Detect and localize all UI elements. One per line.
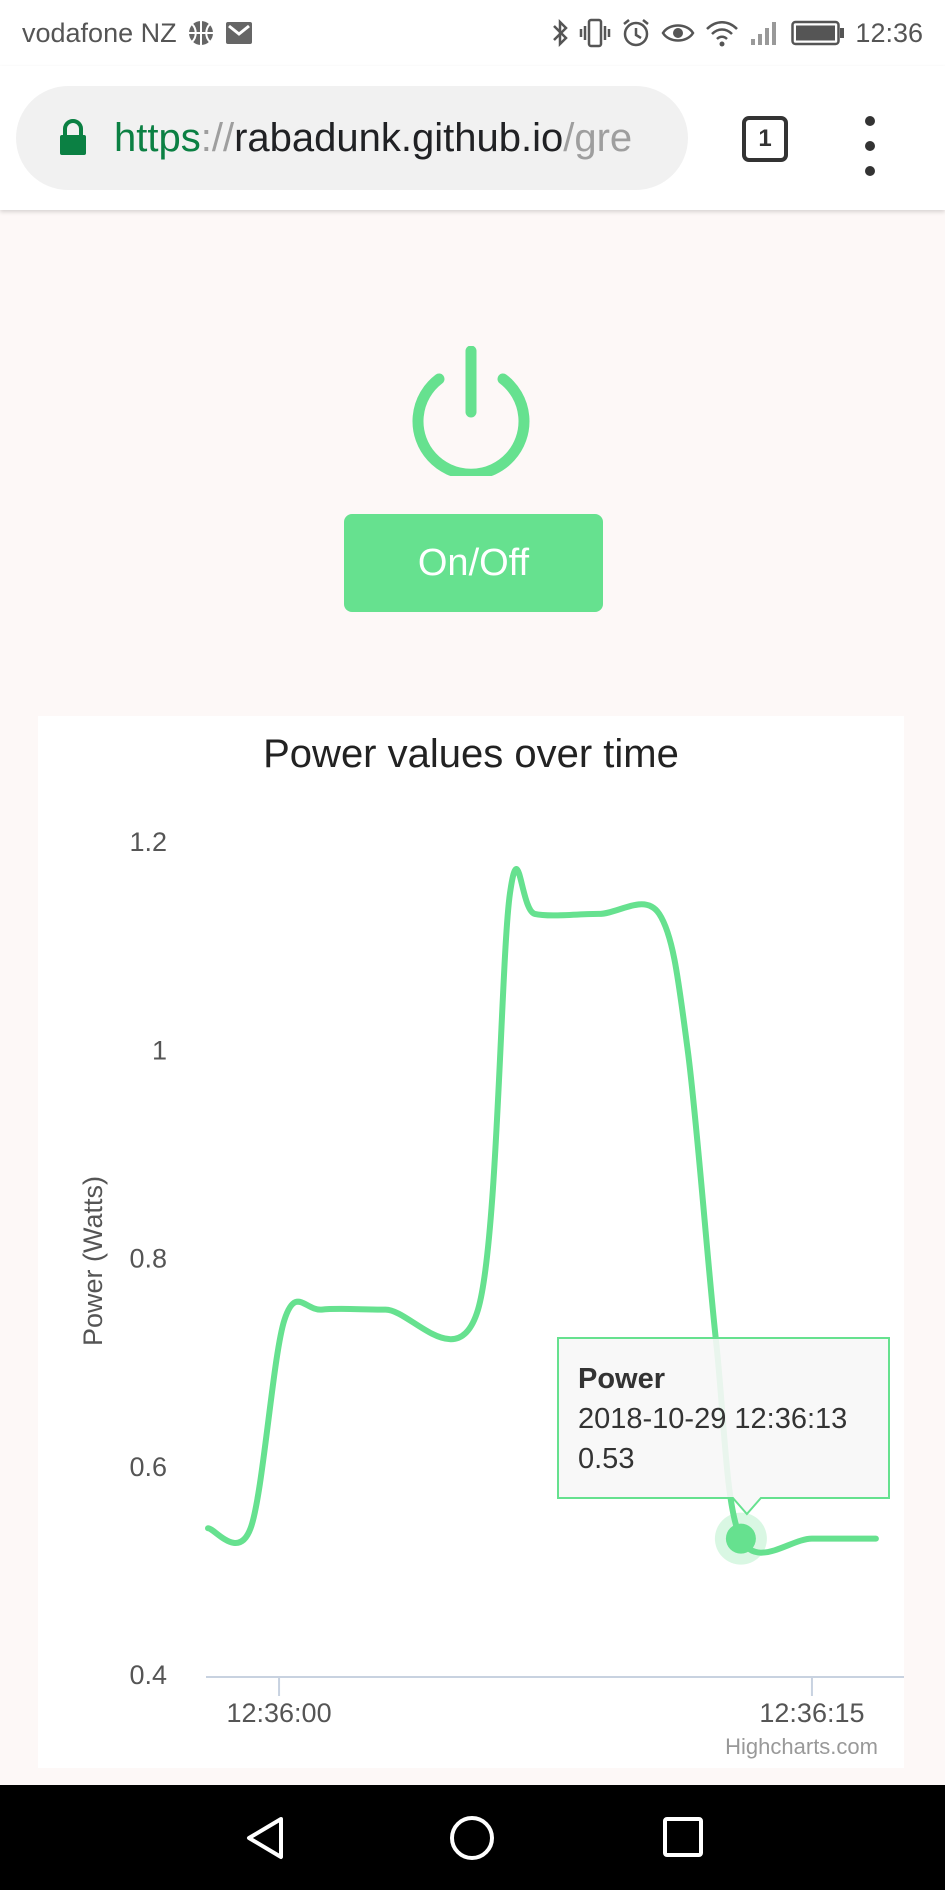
power-chart: Power values over time 1.2 1 0.8 0.6 0.4 Power… [38,716,904,1768]
battery-icon [791,20,845,46]
chart-svg: Power values over time 1.2 1 0.8 0.6 0.4 Power… [78,732,904,1759]
status-time: 12:36 [855,17,923,48]
tooltip-box [557,1337,890,1516]
menu-dot-icon [865,141,875,151]
tab-switcher-button[interactable]: 1 [742,116,788,162]
android-nav-bar [0,1785,945,1890]
url-text: https://rabadunk.github.io/gre [114,116,632,161]
overflow-menu-button[interactable] [858,116,882,176]
gmail-icon [225,21,253,45]
y-tick-label: 0.6 [129,1452,167,1482]
url-separator: :// [200,115,235,160]
y-axis-label: Power (Watts) [78,1176,108,1346]
y-tick-label: 1.2 [129,827,167,857]
y-tick-label: 0.8 [129,1244,167,1274]
address-bar[interactable]: https://rabadunk.github.io/gre [16,86,688,190]
tooltip-series-name: Power [578,1363,665,1395]
alarm-icon [621,18,651,48]
status-bar: vodafone NZ 12:36 [0,0,945,66]
home-icon[interactable] [449,1815,495,1861]
power-icon[interactable] [406,345,536,480]
lock-icon [58,119,88,157]
bluetooth-icon [551,18,569,48]
url-path: /gre [563,115,633,160]
carrier-name: vodafone NZ [22,17,177,48]
x-tick-label: 12:36:15 [759,1698,864,1728]
menu-dot-icon [865,166,875,176]
highcharts-credits: Highcharts.com [725,1734,878,1759]
tooltip-time: 2018-10-29 12:36:13 [578,1403,847,1435]
url-host: rabadunk.github.io [234,115,564,160]
browser-toolbar: https://rabadunk.github.io/gre 1 [0,66,945,210]
signal-icon [749,19,781,47]
eye-icon [661,20,695,46]
on-off-button[interactable]: On/Off [344,514,603,612]
y-tick-label: 1 [152,1035,167,1065]
vibrate-icon [579,18,611,48]
data-point-marker [725,1523,756,1554]
x-tick-label: 12:36:00 [226,1698,331,1728]
back-icon[interactable] [243,1815,287,1861]
recents-icon[interactable] [662,1816,704,1858]
tooltip-value: 0.53 [578,1443,634,1475]
basketball-icon [187,19,215,47]
chart-title: Power values over time [263,732,679,776]
y-tick-label: 0.4 [129,1660,167,1690]
tab-count: 1 [758,125,772,152]
wifi-icon [705,19,739,47]
menu-dot-icon [865,116,875,126]
url-scheme: https [114,115,201,160]
